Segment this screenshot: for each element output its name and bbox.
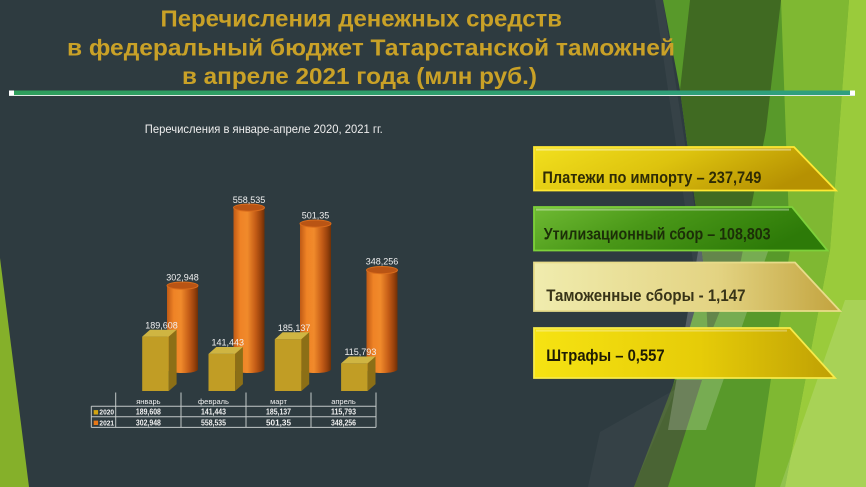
svg-text:в федеральный бюджет Татарстан: в федеральный бюджет Татарстанской тамож… — [67, 34, 675, 60]
svg-text:189,608: 189,608 — [136, 408, 161, 417]
svg-text:501,35: 501,35 — [302, 211, 330, 221]
svg-text:348,256: 348,256 — [331, 418, 356, 427]
svg-text:Таможенные сборы - 1,147: Таможенные сборы - 1,147 — [546, 287, 745, 305]
svg-text:Перечисления денежных средств: Перечисления денежных средств — [161, 6, 563, 32]
svg-text:302,948: 302,948 — [166, 273, 199, 283]
svg-text:март: март — [270, 397, 287, 406]
svg-text:в апреле 2021 года (млн руб.): в апреле 2021 года (млн руб.) — [182, 63, 537, 89]
svg-text:348,256: 348,256 — [366, 257, 399, 267]
svg-text:Утилизационный сбор – 108,803: Утилизационный сбор – 108,803 — [544, 225, 771, 243]
svg-text:115,793: 115,793 — [331, 408, 356, 417]
svg-text:185,137: 185,137 — [278, 323, 311, 333]
svg-text:Перечисления в январе-апреле 2: Перечисления в январе-апреле 2020, 2021 … — [145, 122, 383, 136]
svg-text:2021: 2021 — [99, 418, 114, 427]
svg-text:2020: 2020 — [99, 408, 114, 417]
svg-text:302,948: 302,948 — [136, 418, 161, 427]
svg-text:558,535: 558,535 — [233, 195, 266, 205]
svg-text:185,137: 185,137 — [266, 408, 291, 417]
svg-text:115,793: 115,793 — [344, 347, 376, 357]
svg-text:501,35: 501,35 — [266, 418, 292, 427]
svg-text:январь: январь — [136, 397, 160, 406]
svg-text:141,443: 141,443 — [212, 338, 245, 348]
svg-text:Штрафы – 0,557: Штрафы – 0,557 — [546, 347, 664, 365]
svg-text:Платежи по импорту – 237,749: Платежи по импорту – 237,749 — [542, 169, 761, 187]
svg-text:апрель: апрель — [331, 397, 356, 406]
svg-text:558,535: 558,535 — [201, 418, 226, 427]
svg-text:февраль: февраль — [198, 397, 229, 406]
svg-text:141,443: 141,443 — [201, 408, 226, 417]
svg-text:189,608: 189,608 — [145, 321, 178, 331]
